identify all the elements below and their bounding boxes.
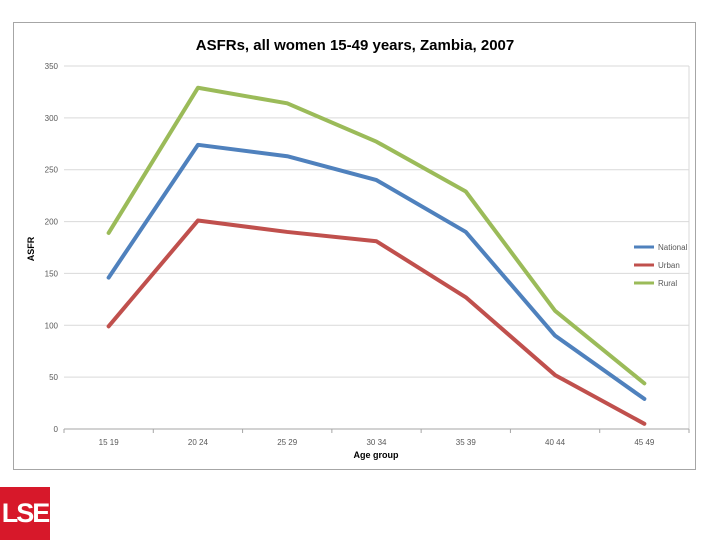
lse-logo: LSE: [0, 487, 50, 540]
legend: National Urban Rural: [634, 243, 688, 288]
y-axis-ticks: 0 50 100 150 200 250 300 350: [45, 62, 59, 434]
gridlines: [64, 65, 690, 430]
y-tick-label: 0: [54, 425, 59, 434]
y-tick-label: 250: [45, 166, 59, 175]
y-tick-label: 100: [45, 321, 59, 330]
x-tick-label: 15 19: [99, 438, 120, 447]
x-axis-ticks: 15 19 20 24 25 29 30 34 35 39 40 44 45 49: [63, 429, 690, 447]
y-tick-label: 350: [45, 62, 59, 71]
y-tick-label: 150: [45, 269, 59, 278]
legend-label: Urban: [658, 261, 680, 270]
line-chart: ASFRs, all women 15-49 years, Zambia, 20…: [26, 37, 690, 460]
series-lines: [106, 85, 647, 426]
y-tick-label: 50: [49, 373, 58, 382]
x-tick-label: 40 44: [545, 438, 566, 447]
legend-label: Rural: [658, 279, 677, 288]
x-tick-label: 30 34: [366, 438, 387, 447]
x-tick-label: 25 29: [277, 438, 298, 447]
chart-title: ASFRs, all women 15-49 years, Zambia, 20…: [196, 37, 515, 54]
y-tick-label: 300: [45, 114, 59, 123]
y-tick-label: 200: [45, 218, 59, 227]
series-line-national: [106, 142, 647, 401]
x-tick-label: 35 39: [456, 438, 477, 447]
y-axis-title: ASFR: [26, 236, 36, 261]
x-tick-label: 20 24: [188, 438, 209, 447]
legend-label: National: [658, 243, 688, 252]
series-line-urban: [106, 218, 647, 426]
x-axis-title: Age group: [354, 450, 399, 460]
chart-frame: ASFRs, all women 15-49 years, Zambia, 20…: [13, 22, 696, 470]
x-tick-label: 45 49: [634, 438, 655, 447]
series-line-rural: [106, 85, 647, 386]
